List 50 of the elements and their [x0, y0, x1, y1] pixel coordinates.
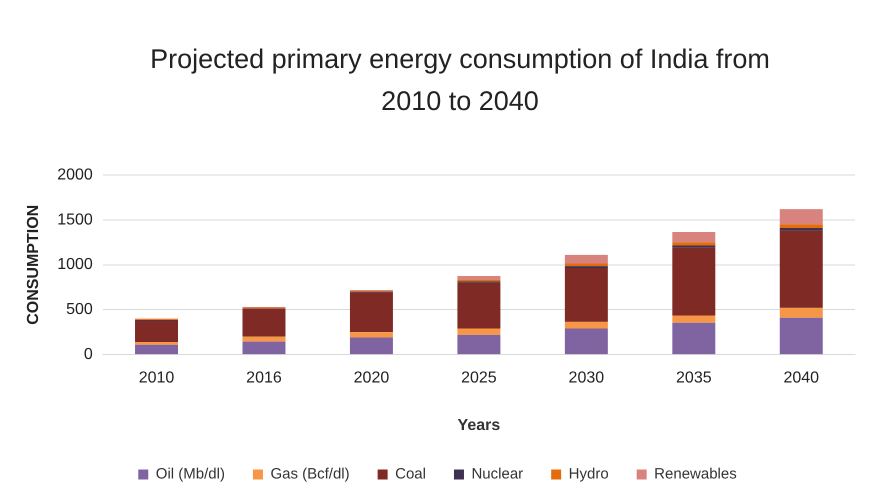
x-axis-title: Years — [458, 416, 500, 434]
x-tick-label: 2035 — [676, 370, 712, 387]
x-tick-label: 2025 — [461, 370, 497, 387]
bar — [242, 308, 286, 337]
bar — [457, 282, 500, 329]
bar — [780, 224, 823, 228]
bar — [457, 334, 500, 354]
bar — [564, 254, 608, 264]
x-tick-label: 2016 — [246, 370, 282, 387]
bar — [780, 228, 823, 231]
bar — [135, 344, 178, 354]
legend-label: Renewables — [654, 466, 737, 483]
bar — [242, 336, 286, 342]
bar — [457, 328, 500, 335]
bar — [350, 338, 393, 354]
y-tick-label: 2000 — [57, 166, 93, 184]
bar — [242, 342, 286, 354]
bar — [672, 248, 716, 316]
legend-label: Oil (Mb/dl) — [156, 466, 225, 483]
bar — [564, 268, 608, 322]
y-tick-label: 500 — [66, 301, 93, 318]
bar — [672, 232, 716, 242]
x-tick-label: 2040 — [783, 370, 820, 387]
y-axis-title: CONSUMPTION — [25, 204, 42, 325]
bar — [350, 292, 393, 332]
legend-label: Coal — [395, 466, 426, 483]
y-tick-label: 1000 — [57, 256, 93, 274]
legend-label: Gas (Bcf/dl) — [270, 466, 350, 483]
bar — [672, 322, 716, 354]
legend-label: Nuclear — [471, 466, 524, 483]
bar — [780, 318, 823, 354]
chart-title: Projected primary energy consumption of India from 2010 to 2040 — [150, 43, 770, 118]
bar — [780, 209, 823, 224]
bar — [672, 316, 716, 323]
bar — [135, 342, 178, 345]
bar — [780, 308, 823, 318]
bar — [564, 328, 608, 354]
y-tick-label: 0 — [84, 346, 93, 364]
bar — [350, 332, 393, 338]
bar — [672, 242, 716, 246]
bar — [564, 322, 608, 329]
x-tick-label: 2010 — [138, 370, 174, 387]
legend-label: Hydro — [568, 466, 609, 483]
x-tick-label: 2030 — [568, 370, 604, 387]
bar — [135, 320, 178, 342]
y-tick-label: 1500 — [57, 211, 93, 228]
bar — [457, 276, 500, 280]
x-tick-label: 2020 — [354, 370, 390, 387]
bar — [780, 230, 823, 308]
bar — [564, 263, 608, 266]
